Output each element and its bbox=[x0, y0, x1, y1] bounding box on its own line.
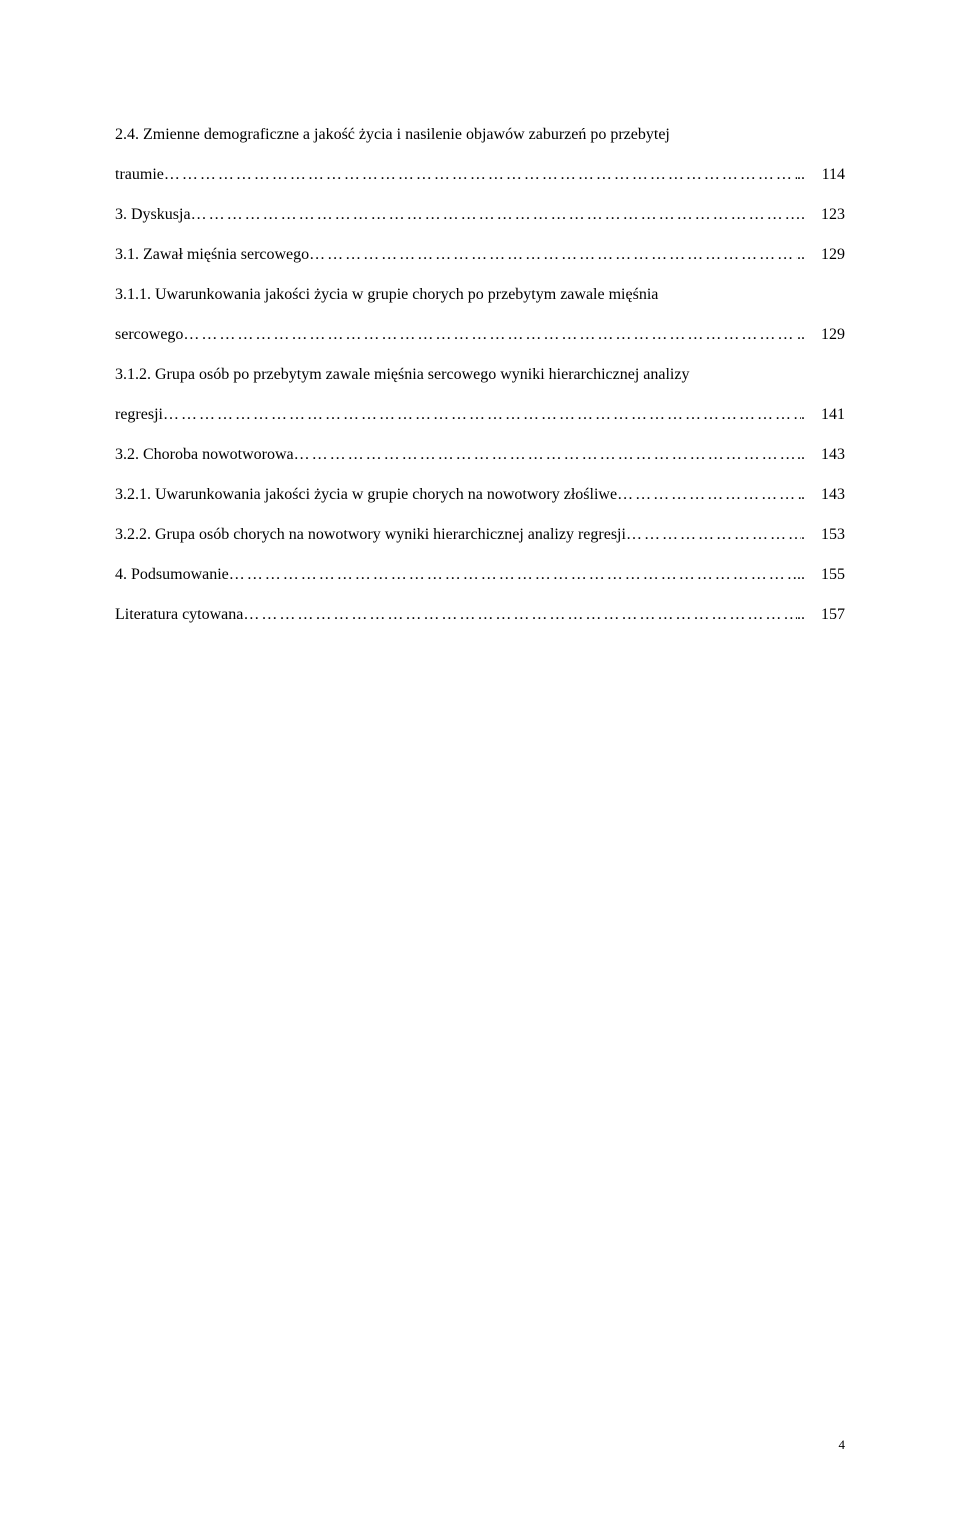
toc-marker: 3.2.1. bbox=[115, 486, 151, 503]
toc-leaders bbox=[164, 155, 797, 195]
toc-entry: 3.2. Choroba nowotworowa .. 143 bbox=[115, 435, 845, 475]
toc-page: 129 bbox=[805, 235, 845, 275]
toc-line-1: 2.4. Zmienne demograficzne a jakość życi… bbox=[115, 115, 845, 155]
toc-text: Literatura cytowana bbox=[115, 606, 243, 623]
toc-leaders bbox=[163, 395, 801, 435]
toc-line-1: 3.1.2. Grupa osób po przebytym zawale mi… bbox=[115, 355, 845, 395]
toc-title: Literatura cytowana bbox=[115, 595, 243, 635]
toc-page: 143 bbox=[805, 475, 845, 515]
toc-text: Uwarunkowania jakości życia w grupie cho… bbox=[155, 486, 617, 503]
toc-leaders bbox=[617, 475, 801, 515]
toc-text: Dyskusja bbox=[131, 206, 191, 223]
toc-leaders bbox=[626, 515, 801, 555]
toc-marker: 3.2.2. bbox=[115, 526, 151, 543]
toc-title: 3.1. Zawał mięśnia sercowego bbox=[115, 235, 309, 275]
toc-leaders bbox=[191, 195, 801, 235]
toc-title-part2: traumie bbox=[115, 155, 164, 195]
toc-line-2: sercowego .. 129 bbox=[115, 315, 845, 355]
toc-sep: .. bbox=[797, 595, 805, 635]
toc-title: 3.2. Choroba nowotworowa bbox=[115, 435, 294, 475]
toc-line-2: traumie .. 114 bbox=[115, 155, 845, 195]
toc-title-part2: regresji bbox=[115, 395, 163, 435]
toc-line-1: 3.1.1. Uwarunkowania jakości życia w gru… bbox=[115, 275, 845, 315]
toc-entry: 4. Podsumowanie .. 155 bbox=[115, 555, 845, 595]
toc-title-part2: sercowego bbox=[115, 315, 183, 355]
toc-marker: 2.4. bbox=[115, 126, 139, 143]
toc-leaders bbox=[309, 235, 797, 275]
toc-sep: .. bbox=[797, 435, 805, 475]
toc-marker: 3.2. bbox=[115, 446, 139, 463]
toc-page: 141 bbox=[805, 395, 845, 435]
toc-page: 114 bbox=[805, 155, 845, 195]
toc-marker: 4. bbox=[115, 566, 127, 583]
toc-title-part1: Grupa osób po przebytym zawale mięśnia s… bbox=[155, 366, 689, 383]
toc-entry: 3. Dyskusja . 123 bbox=[115, 195, 845, 235]
toc-entry: 3.1.2. Grupa osób po przebytym zawale mi… bbox=[115, 355, 845, 435]
toc-text: Grupa osób chorych na nowotwory wyniki h… bbox=[155, 526, 626, 543]
toc-sep: .. bbox=[797, 235, 805, 275]
toc-sep: .. bbox=[797, 555, 805, 595]
toc-sep: .. bbox=[797, 155, 805, 195]
toc-title-part1: Uwarunkowania jakości życia w grupie cho… bbox=[155, 286, 658, 303]
toc-marker: 3.1.1. bbox=[115, 286, 151, 303]
toc-title: 3. Dyskusja bbox=[115, 195, 191, 235]
toc-marker: 3.1.2. bbox=[115, 366, 151, 383]
toc-marker: 3. bbox=[115, 206, 127, 223]
document-page: 2.4. Zmienne demograficzne a jakość życi… bbox=[0, 0, 960, 635]
toc-text: Podsumowanie bbox=[131, 566, 229, 583]
toc-page: 129 bbox=[805, 315, 845, 355]
toc-line-2: regresji . 141 bbox=[115, 395, 845, 435]
toc-leaders bbox=[294, 435, 797, 475]
page-number-footer: 4 bbox=[839, 1437, 846, 1453]
toc-entry: 3.2.2. Grupa osób chorych na nowotwory w… bbox=[115, 515, 845, 555]
toc-text: Choroba nowotworowa bbox=[143, 446, 294, 463]
toc-leaders bbox=[183, 315, 797, 355]
toc-page: 153 bbox=[805, 515, 845, 555]
toc-leaders bbox=[229, 555, 797, 595]
toc-title: 3.2.1. Uwarunkowania jakości życia w gru… bbox=[115, 475, 617, 515]
toc-marker: 3.1. bbox=[115, 246, 139, 263]
toc-entry: 2.4. Zmienne demograficzne a jakość życi… bbox=[115, 115, 845, 195]
toc-title: 4. Podsumowanie bbox=[115, 555, 229, 595]
toc-entry: Literatura cytowana .. 157 bbox=[115, 595, 845, 635]
toc-sep: .. bbox=[797, 315, 805, 355]
toc-page: 155 bbox=[805, 555, 845, 595]
toc-entry: 3.1. Zawał mięśnia sercowego .. 129 bbox=[115, 235, 845, 275]
toc-title: 3.2.2. Grupa osób chorych na nowotwory w… bbox=[115, 515, 626, 555]
toc-page: 157 bbox=[805, 595, 845, 635]
toc-text: Zawał mięśnia sercowego bbox=[143, 246, 309, 263]
toc-entry: 3.1.1. Uwarunkowania jakości życia w gru… bbox=[115, 275, 845, 355]
toc-title-part1: Zmienne demograficzne a jakość życia i n… bbox=[143, 126, 670, 143]
toc-page: 143 bbox=[805, 435, 845, 475]
toc-leaders bbox=[243, 595, 797, 635]
toc-entry: 3.2.1. Uwarunkowania jakości życia w gru… bbox=[115, 475, 845, 515]
toc-page: 123 bbox=[805, 195, 845, 235]
